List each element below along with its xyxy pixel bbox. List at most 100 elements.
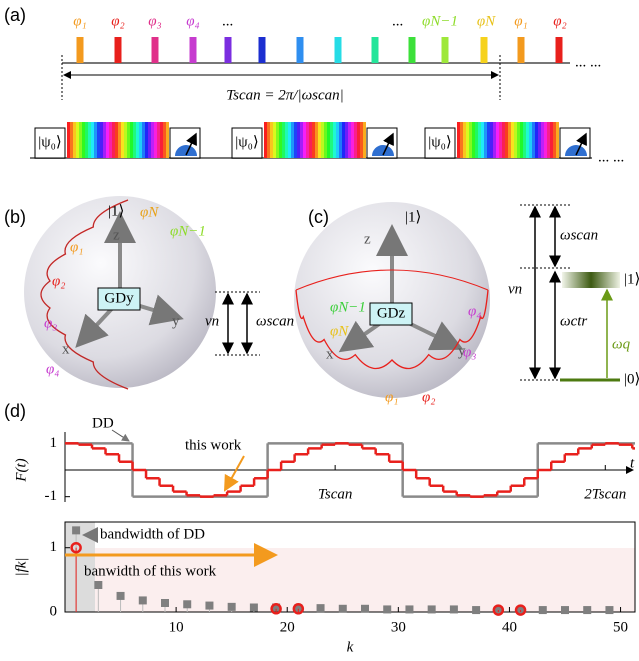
stripe [103, 122, 106, 158]
marker [361, 605, 369, 613]
phase-label: φN [330, 323, 349, 339]
phase-label: φ₁ [514, 13, 528, 29]
stripe [360, 122, 363, 158]
stripe [553, 122, 556, 158]
stripe [309, 122, 312, 158]
axis-label: z [113, 227, 120, 243]
marker [317, 604, 325, 612]
phase-label: φ₄ [46, 361, 60, 377]
stripe [282, 122, 285, 158]
pulse [372, 37, 379, 63]
period-label: Tscan = 2π/|ωscan| [226, 87, 344, 103]
state-label: |1⟩ [405, 209, 421, 225]
stripe [118, 122, 121, 158]
x-label: t [630, 455, 635, 471]
stripe [517, 122, 520, 158]
pulse [225, 37, 232, 63]
stripe [109, 122, 112, 158]
state-label: |ψ₀⟩ [235, 134, 258, 150]
stripe [544, 122, 547, 158]
stripe [508, 122, 511, 158]
marker [539, 606, 547, 614]
gd-label: GDz [377, 305, 406, 321]
marker [139, 596, 147, 604]
stripe [124, 122, 127, 158]
omega-label: ωq [612, 336, 631, 352]
state-label: |ψ₀⟩ [428, 134, 451, 150]
stripe [469, 122, 472, 158]
omega-label: ωscan [560, 227, 598, 243]
stripe [357, 122, 360, 158]
pulse [481, 37, 488, 63]
stripe [481, 122, 484, 158]
stripe [496, 122, 499, 158]
stripe [85, 122, 88, 158]
stripe [318, 122, 321, 158]
stripe [457, 122, 460, 158]
phase-label: φN−1 [330, 299, 366, 315]
panel-label: (d) [4, 401, 26, 421]
marker [561, 606, 569, 614]
stripe [321, 122, 324, 158]
stripe [73, 122, 76, 158]
ellipsis: ... ... [598, 149, 624, 165]
pulse [518, 37, 525, 63]
stripe [67, 122, 70, 158]
annotation: this work [185, 437, 242, 453]
x-tick-label: 50 [613, 619, 628, 635]
stripe [345, 122, 348, 158]
stripe [306, 122, 309, 158]
y-tick-label: 0 [50, 603, 58, 619]
pulse [152, 37, 159, 63]
stripe [351, 122, 354, 158]
marker [250, 604, 258, 612]
stripe [264, 122, 267, 158]
stripe [330, 122, 333, 158]
stripe [511, 122, 514, 158]
marker [405, 605, 413, 613]
stripe [97, 122, 100, 158]
stripe [324, 122, 327, 158]
stripe [541, 122, 544, 158]
phase-label: ... [222, 13, 233, 29]
stripe [151, 122, 154, 158]
stripe [291, 122, 294, 158]
stripe [279, 122, 282, 158]
marker [117, 592, 125, 600]
phase-label: φN−1 [170, 223, 206, 239]
phase-label: φ₁ [385, 389, 399, 405]
stripe [270, 122, 273, 158]
stripe [133, 122, 136, 158]
panel-label: (c) [308, 207, 329, 227]
annotation: DD [92, 415, 114, 431]
phase-label: φ₃ [44, 315, 58, 331]
marker [94, 581, 102, 589]
level-label: |1⟩ [624, 271, 639, 287]
pulse [409, 37, 416, 63]
pulse [259, 37, 266, 63]
marker [383, 605, 391, 613]
phase-label: φ₂ [422, 389, 436, 405]
stripe [348, 122, 351, 158]
y-tick-label: 1 [50, 539, 58, 555]
marker [472, 606, 480, 614]
stripe [130, 122, 133, 158]
stripe [339, 122, 342, 158]
marker [428, 605, 436, 613]
omega-label: ωctr [560, 313, 587, 329]
marker [450, 605, 458, 613]
stripe [466, 122, 469, 158]
pulse [115, 37, 122, 63]
stripe [532, 122, 535, 158]
stripe [550, 122, 553, 158]
y-label: F(t) [13, 458, 29, 482]
pulse [77, 37, 84, 63]
x-tick-label: 2Tscan [584, 486, 626, 502]
pulse [442, 37, 449, 63]
omega-label: ωscan [256, 313, 294, 329]
marker [183, 600, 191, 608]
state-label: |ψ₀⟩ [38, 134, 61, 150]
stripe [273, 122, 276, 158]
stripe [363, 122, 366, 158]
stripe [523, 122, 526, 158]
